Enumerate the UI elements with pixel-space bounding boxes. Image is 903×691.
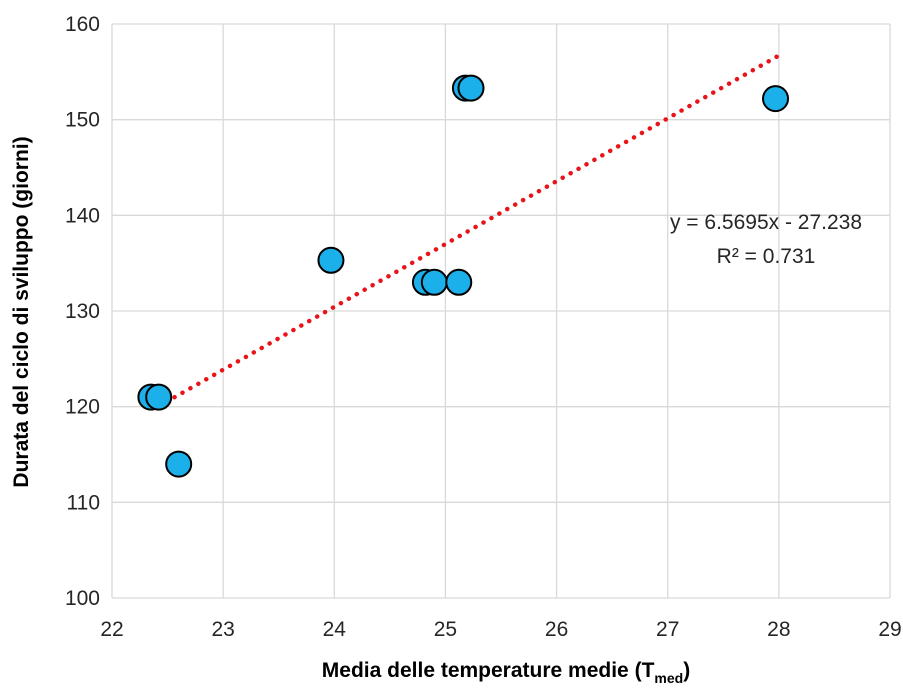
data-point (165, 450, 193, 478)
x-tick-label: 28 (767, 618, 790, 641)
y-axis-title: Durata del ciclo di sviluppo (giorni) (10, 136, 33, 487)
x-axis-title-subscript: med (654, 670, 683, 686)
data-point (445, 268, 473, 296)
y-tick-label: 110 (67, 491, 100, 514)
y-tick-label: 100 (65, 587, 100, 610)
x-tick-labels: 22 23 24 25 26 27 28 29 (100, 618, 901, 641)
y-tick-label: 150 (65, 109, 100, 132)
r-squared-label: R² = 0.731 (717, 245, 816, 268)
x-tick-label: 29 (878, 618, 901, 641)
x-tick-label: 25 (434, 618, 457, 641)
trendline (156, 53, 782, 409)
y-tick-label: 140 (65, 204, 100, 227)
x-axis-title: Media delle temperature medie (Tmed) (322, 659, 690, 686)
trendline-equation: y = 6.5695x - 27.238 (670, 211, 862, 234)
x-tick-label: 23 (211, 618, 234, 641)
y-tick-label: 130 (65, 300, 100, 323)
x-tick-label: 24 (323, 618, 347, 641)
x-tick-label: 26 (545, 618, 568, 641)
data-point (420, 268, 448, 296)
data-point (762, 85, 790, 113)
y-tick-label: 160 (65, 13, 100, 36)
x-axis-title-main: Media delle temperature medie (T (322, 659, 655, 682)
y-tick-label: 120 (65, 396, 100, 419)
x-tick-label: 22 (100, 618, 123, 641)
data-point (457, 74, 485, 102)
x-tick-label: 27 (656, 618, 679, 641)
data-point (317, 246, 345, 274)
data-point (145, 383, 173, 411)
data-points (137, 74, 790, 478)
x-axis-title-end: ) (683, 659, 690, 682)
y-tick-labels: 100 110 120 130 140 150 160 (65, 13, 100, 610)
trendline-group (156, 53, 782, 409)
